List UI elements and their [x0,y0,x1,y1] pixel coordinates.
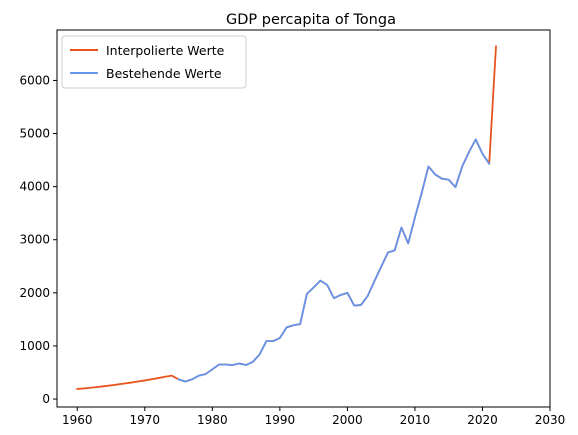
x-tick-label: 1960 [62,413,93,427]
y-tick-label: 1000 [19,339,50,353]
x-tick-label: 2020 [467,413,498,427]
x-tick-label: 2000 [332,413,363,427]
x-tick-label: 1970 [130,413,161,427]
legend: Interpolierte Werte Bestehende Werte [61,35,247,89]
y-tick-label: 0 [42,392,50,406]
plot-area [56,29,551,408]
series-line-existing [177,138,491,383]
legend-label-interpolated: Interpolierte Werte [106,43,225,58]
x-tick-label: 1990 [265,413,296,427]
x-axis: 1960 1970 1980 1990 2000 2010 2020 2030 [62,407,565,427]
y-tick-label: 6000 [19,73,50,87]
y-tick-label: 3000 [19,233,50,247]
y-tick-label: 5000 [19,127,50,141]
y-tick-label: 2000 [19,286,50,300]
legend-box [61,35,247,89]
legend-label-existing: Bestehende Werte [106,66,222,81]
series-lines [76,45,497,390]
x-tick-label: 1980 [197,413,228,427]
y-axis: 0 1000 2000 3000 4000 5000 6000 [19,73,57,406]
chart-title: GDP percapita of Tonga [226,12,396,28]
x-tick-label: 2030 [535,413,566,427]
x-tick-label: 2010 [400,413,431,427]
y-tick-label: 4000 [19,180,50,194]
